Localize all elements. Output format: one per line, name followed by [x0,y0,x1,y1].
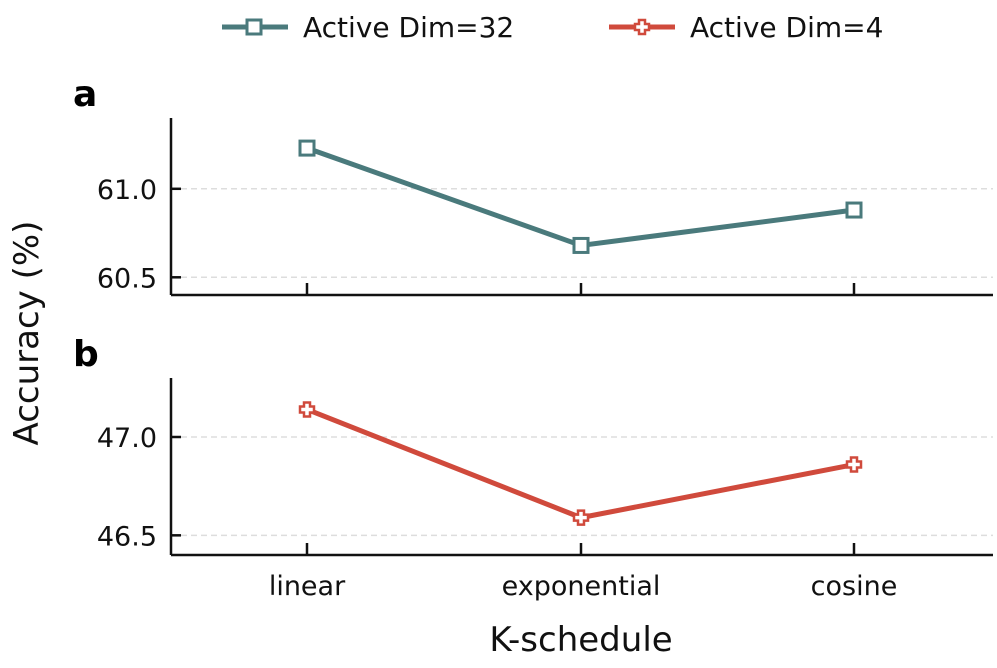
legend-entry-0: Active Dim=32 [222,11,514,44]
panel-label-a: a [73,74,97,115]
panel-b: 46.5 47.0 [97,378,993,557]
x-tick-label: cosine [811,571,898,602]
data-point [845,201,863,219]
data-point [572,236,590,254]
series-line-active-dim-4 [306,407,855,521]
y-tick-label: 47.0 [97,423,157,454]
legend-entry-1: Active Dim=4 [609,11,883,44]
data-point [572,509,590,526]
series-line-active-dim-32 [306,145,855,248]
y-tick-label: 46.5 [97,521,157,552]
panel-label-b: b [73,334,99,375]
x-tick-label: exponential [502,571,661,602]
data-point [298,401,316,418]
legend-label-0: Active Dim=32 [303,11,514,44]
legend: Active Dim=32 Active Dim=4 [222,11,883,44]
legend-marker-0 [245,18,263,36]
legend-marker-1 [633,18,651,36]
x-axis-title: K-schedule [489,620,672,660]
x-tick-label: linear [269,571,346,602]
data-point [298,139,316,157]
y-tick-label: 60.5 [97,263,157,294]
panel-a: 60.5 61.0 [97,118,993,297]
y-axis-title: Accuracy (%) [7,221,47,446]
data-point [845,456,863,473]
legend-label-1: Active Dim=4 [690,11,883,44]
y-tick-label: 61.0 [97,175,157,206]
